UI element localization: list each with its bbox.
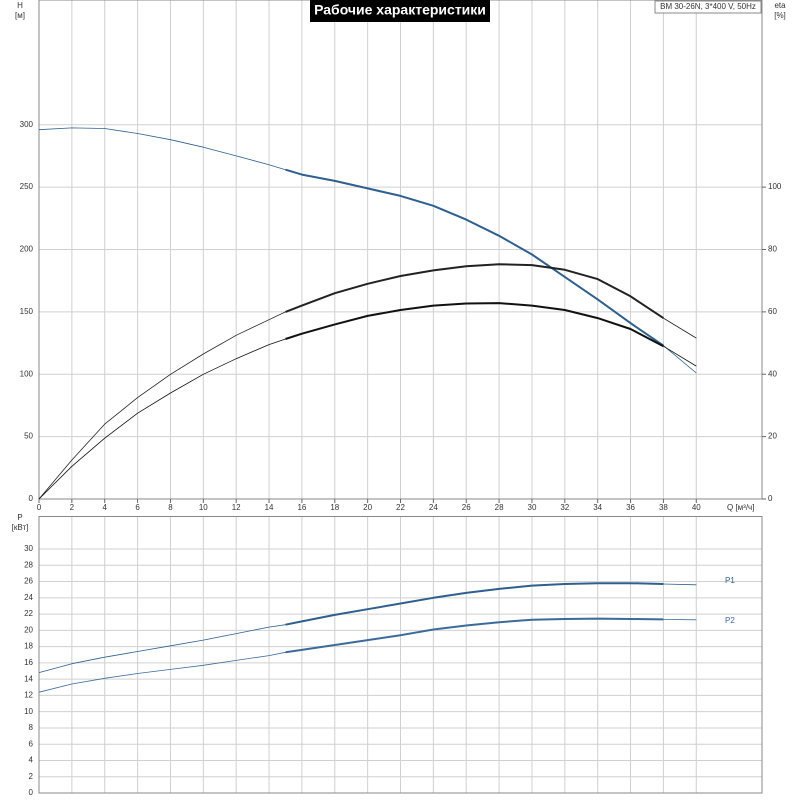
y2-tick-label: 40: [768, 369, 777, 378]
y2-tick-label: 60: [768, 307, 777, 316]
y-tick-label: 18: [24, 642, 33, 651]
x-tick-label: 32: [560, 503, 569, 512]
x-axis-label: Q [м³/ч]: [727, 503, 754, 512]
x-tick-label: 12: [232, 503, 241, 512]
y-tick-label: 14: [24, 674, 33, 683]
chart-title: Рабочие характеристики: [314, 2, 486, 18]
y-tick-label: 0: [29, 788, 34, 797]
y-tick-label: 250: [20, 182, 34, 191]
x-tick-label: 38: [659, 503, 668, 512]
y-tick-label: 2: [29, 772, 34, 781]
x-tick-label: 18: [330, 503, 339, 512]
x-tick-label: 10: [199, 503, 208, 512]
y-tick-label: 150: [20, 307, 34, 316]
y-tick-label: 24: [24, 593, 33, 602]
x-tick-label: 16: [297, 503, 306, 512]
x-tick-label: 28: [495, 503, 504, 512]
x-tick-label: 6: [135, 503, 140, 512]
x-tick-label: 36: [626, 503, 635, 512]
x-tick-label: 30: [528, 503, 537, 512]
y2-tick-label: 100: [768, 182, 782, 191]
y-tick-label: 12: [24, 691, 33, 700]
x-tick-label: 24: [429, 503, 438, 512]
x-tick-label: 34: [593, 503, 602, 512]
curve-duty: [285, 168, 664, 347]
x-tick-label: 26: [462, 503, 471, 512]
y-tick-label: 10: [24, 707, 33, 716]
y-tick-label: 0: [29, 494, 34, 503]
y-axis-unit: [м]: [15, 11, 25, 20]
series-label: P2: [725, 616, 735, 625]
y-axis-label: H: [17, 1, 23, 10]
x-tick-label: 2: [70, 503, 75, 512]
y2-tick-label: 20: [768, 432, 777, 441]
y2-tick-label: 80: [768, 245, 777, 254]
y-tick-label: 16: [24, 658, 33, 667]
title-box: [310, 0, 490, 22]
x-tick-label: 0: [37, 503, 42, 512]
curve-duty: [285, 617, 664, 654]
y-tick-label: 20: [24, 625, 33, 634]
series-label: P1: [725, 576, 735, 585]
y2-axis-unit: [%]: [774, 11, 786, 20]
x-tick-label: 14: [265, 503, 274, 512]
x-tick-label: 20: [363, 503, 372, 512]
y-tick-label: 28: [24, 560, 33, 569]
y-tick-label: 100: [20, 369, 34, 378]
x-tick-label: 22: [396, 503, 405, 512]
y2-tick-label: 0: [768, 494, 773, 503]
bottom-frame: [38, 516, 763, 794]
x-tick-label: 8: [168, 503, 173, 512]
y-tick-label: 4: [29, 756, 34, 765]
y2-axis-label: eta: [774, 1, 786, 10]
y-axis-label: P: [17, 513, 22, 522]
y-tick-label: 6: [29, 739, 34, 748]
y-tick-label: 300: [20, 120, 34, 129]
y-tick-label: 50: [24, 432, 33, 441]
y-axis-unit: [кВт]: [12, 523, 29, 532]
x-tick-label: 4: [103, 503, 108, 512]
y-tick-label: 26: [24, 577, 33, 586]
y-tick-label: 200: [20, 245, 34, 254]
y-tick-label: 8: [29, 723, 34, 732]
y-tick-label: 30: [24, 544, 33, 553]
y-tick-label: 22: [24, 609, 33, 618]
x-tick-label: 40: [692, 503, 701, 512]
curve-duty: [285, 263, 664, 319]
curve-duty: [285, 582, 664, 626]
curve-duty: [285, 302, 664, 348]
chart-subtitle: BM 30-26N, 3*400 V, 50Hz: [660, 2, 756, 11]
subtitle-box: [654, 0, 762, 14]
